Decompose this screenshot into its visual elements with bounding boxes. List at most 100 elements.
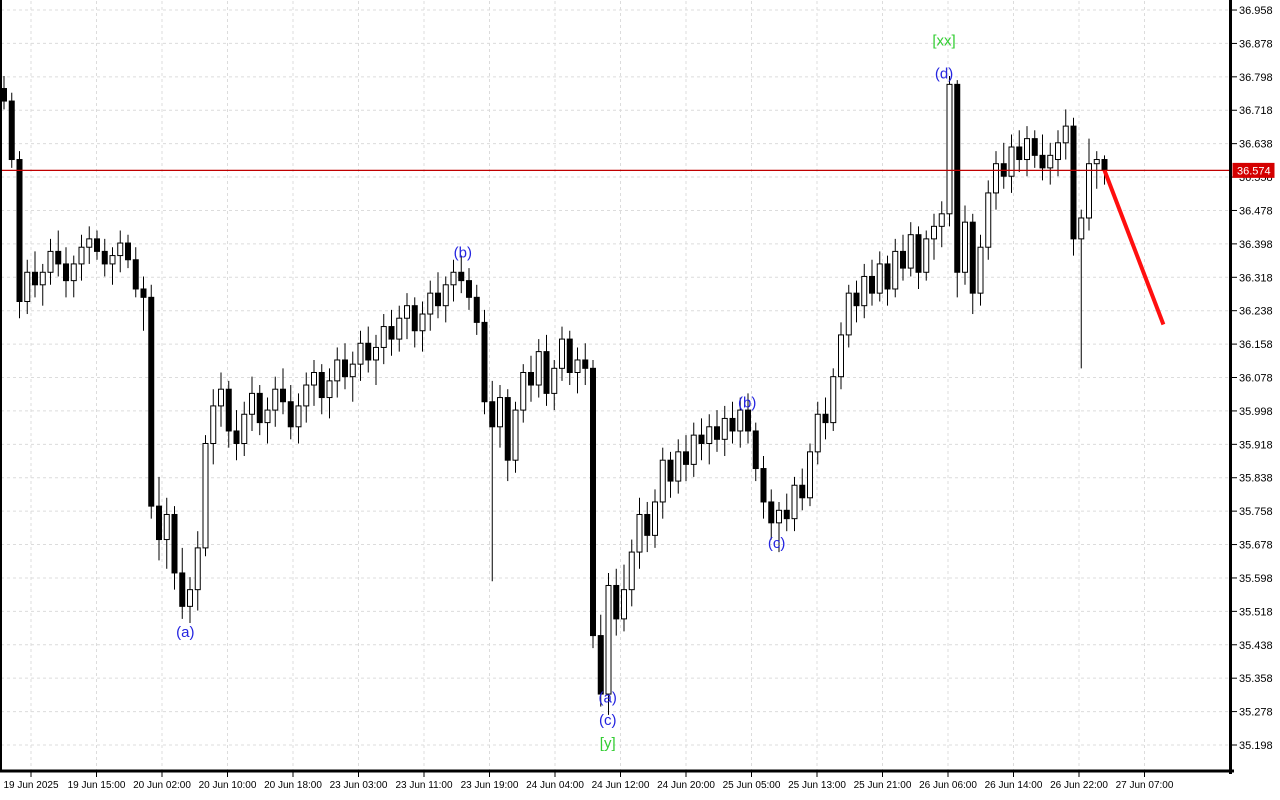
candle-bull: [892, 250, 899, 290]
price-tick-label: 36.318: [1239, 272, 1273, 284]
time-tick-label: 27 Jun 07:00: [1116, 780, 1174, 791]
candle-bear: [256, 392, 263, 424]
candle-bear: [342, 359, 348, 378]
time-tick-label: 23 Jun 11:00: [395, 780, 453, 791]
wave-label[interactable]: (a): [599, 689, 617, 706]
candle-bull: [814, 413, 821, 453]
candle-bear: [969, 221, 976, 294]
candle-bull: [427, 292, 434, 315]
candle-bear: [16, 159, 23, 303]
candle-bull: [962, 221, 968, 273]
candle-bull: [551, 367, 558, 394]
candle-bear: [504, 397, 511, 461]
price-tick-label: 35.678: [1239, 540, 1273, 552]
candle-bear: [729, 417, 736, 432]
candle-bear: [683, 451, 689, 465]
candle-bear: [613, 584, 620, 620]
candle-bull: [628, 551, 635, 591]
price-tick-label: 36.958: [1239, 5, 1273, 17]
candle-bull: [946, 83, 953, 215]
price-tick-label: 35.998: [1239, 406, 1273, 418]
candle-bull: [605, 584, 612, 695]
candle-bull: [396, 317, 403, 340]
candle-bull: [334, 359, 341, 382]
candle-bull: [1008, 146, 1015, 177]
time-tick-label: 20 Jun 18:00: [264, 780, 322, 791]
candle-bull: [535, 351, 542, 386]
price-tick-label: 36.718: [1239, 105, 1273, 117]
candle-bear: [94, 238, 100, 252]
candle-bear: [1016, 146, 1023, 161]
candle-bull: [845, 292, 852, 336]
candle-bull: [249, 392, 255, 415]
candle-bear: [1101, 159, 1108, 171]
candle-bull: [187, 589, 193, 607]
candle-bear: [714, 426, 720, 440]
wave-label[interactable]: (a): [176, 624, 194, 641]
trend-line-segment[interactable]: [1102, 169, 1166, 326]
candle-bear: [884, 263, 891, 290]
candle-bull: [497, 397, 503, 428]
wave-label[interactable]: [y]: [600, 735, 616, 752]
candle-bull: [876, 263, 883, 294]
time-tick-label: 26 Jun 14:00: [985, 780, 1043, 791]
candle-bull: [659, 459, 666, 503]
time-axis[interactable]: 19 Jun 2025 19 Jun 15:00 20 Jun 02:00 20 Ju…: [3, 772, 1174, 791]
wave-label[interactable]: (c): [599, 712, 617, 729]
candle-bear: [760, 468, 767, 503]
candle-bull: [39, 271, 46, 286]
candle-bull: [419, 313, 426, 332]
trend-line[interactable]: [1102, 169, 1166, 326]
candle-bear: [280, 388, 286, 403]
candle-bear: [1, 88, 7, 102]
candle-bull: [442, 284, 449, 307]
price-tick-label: 35.198: [1239, 740, 1273, 752]
candle-bear: [915, 234, 922, 273]
candle-bear: [752, 430, 759, 470]
price-tick-label: 36.238: [1239, 306, 1273, 318]
time-tick-label: 24 Jun 04:00: [526, 780, 584, 791]
candle-bull: [652, 501, 658, 536]
candle-bull: [357, 342, 364, 365]
wave-label[interactable]: (c): [768, 535, 786, 552]
candle-bear: [287, 401, 294, 428]
price-tick-label: 35.758: [1239, 506, 1273, 518]
candle-bear: [32, 271, 38, 286]
candle-bear: [318, 371, 325, 399]
wave-annotations[interactable]: (a) (b) (a) (c) [y] (b) (c) (d) [xx]: [176, 33, 956, 752]
candle-bear: [667, 459, 674, 482]
time-tick-label: 20 Jun 10:00: [199, 780, 257, 791]
candle-bull: [47, 250, 54, 273]
candle-bull: [218, 388, 224, 407]
candle-bull: [450, 271, 457, 286]
price-tick-label: 36.078: [1239, 373, 1273, 385]
candle-bear: [365, 342, 372, 361]
candle-bull: [86, 238, 93, 248]
wave-label[interactable]: (b): [738, 395, 756, 412]
candle-bull: [520, 371, 527, 411]
candle-bear: [869, 275, 875, 294]
candle-bear: [140, 288, 147, 298]
candle-bull: [1024, 138, 1030, 161]
candle-bull: [194, 547, 201, 591]
price-tick-label: 35.358: [1239, 673, 1273, 685]
candle-bull: [977, 246, 984, 294]
wave-label[interactable]: (d): [935, 65, 953, 82]
bid-price-tag-text: 36.574: [1237, 165, 1271, 177]
price-axis[interactable]: 36.95836.87836.79836.71836.63836.55836.4…: [1232, 5, 1273, 752]
time-tick-label: 25 Jun 13:00: [788, 780, 846, 791]
candle-bear: [171, 513, 178, 574]
time-tick-label: 24 Jun 12:00: [592, 780, 650, 791]
candle-bear: [156, 505, 162, 541]
candle-bull: [109, 255, 116, 265]
price-tick-label: 36.478: [1239, 205, 1273, 217]
wave-label[interactable]: [xx]: [932, 33, 955, 50]
candle-bear: [768, 501, 775, 524]
candle-bear: [179, 572, 186, 607]
candle-bear: [528, 371, 534, 386]
candle-bear: [481, 321, 488, 403]
wave-label[interactable]: (b): [454, 245, 472, 262]
time-tick-label: 23 Jun 03:00: [330, 780, 388, 791]
